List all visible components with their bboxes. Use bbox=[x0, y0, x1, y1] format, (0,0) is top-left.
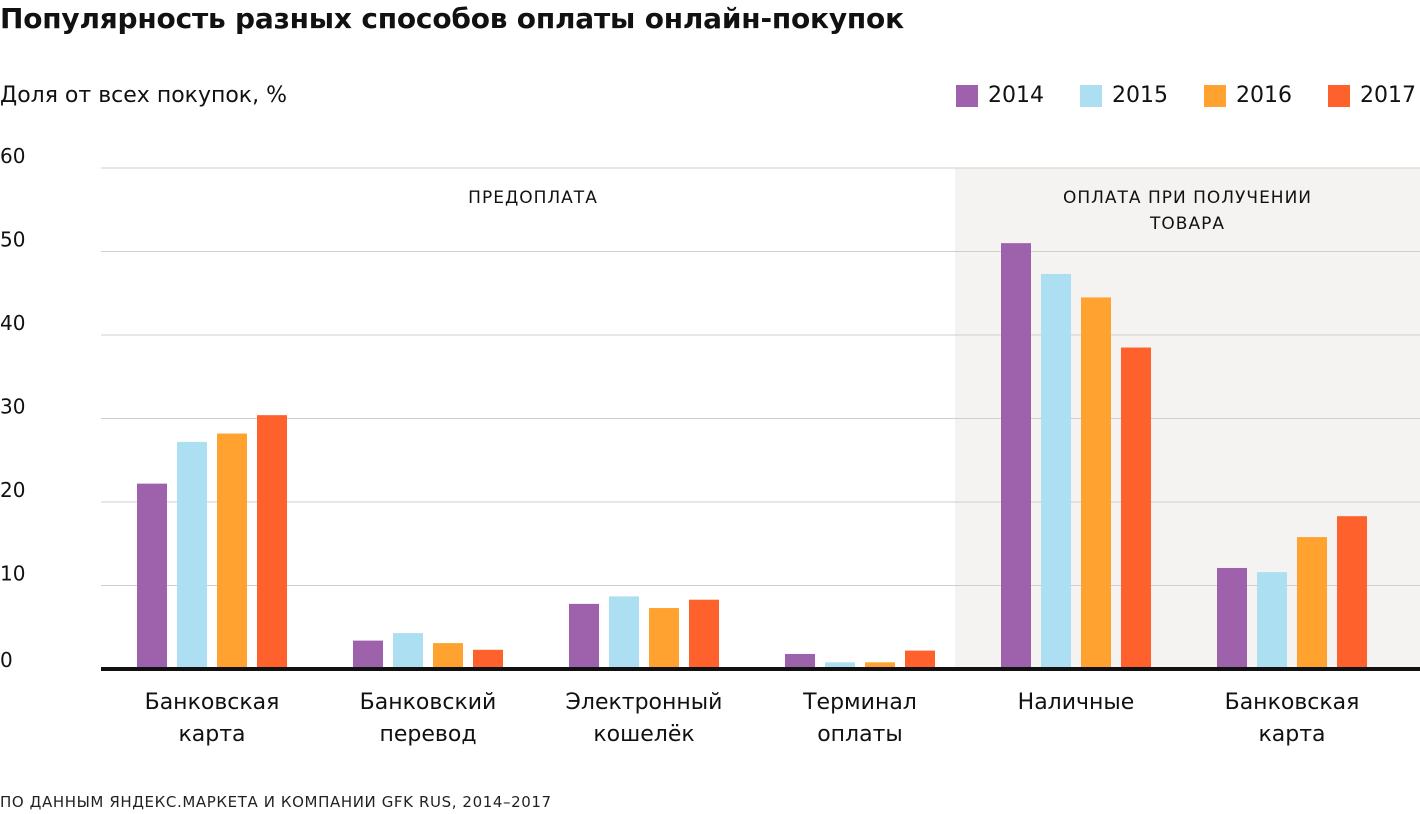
legend: 2014 2015 2016 2017 bbox=[956, 83, 1416, 108]
bar-2015-cat-3 bbox=[825, 662, 855, 669]
bar-2016-cat-3 bbox=[865, 662, 895, 669]
bar-2014-cat-2 bbox=[569, 603, 599, 669]
group-label-1-line-1: ТОВАРА bbox=[1149, 214, 1225, 234]
legend-item-2014: 2014 bbox=[956, 83, 1044, 108]
x-tick-label-2-line-1: кошелёк bbox=[593, 722, 694, 747]
bar-2016-cat-0 bbox=[217, 433, 247, 669]
x-tick-label-2-line-0: Электронный bbox=[566, 690, 723, 715]
bar-chart: ПРЕДОПЛАТА ОПЛАТА ПРИ ПОЛУЧЕНИИ ТОВАРА 0 10 2… bbox=[0, 144, 1420, 747]
bar-2016-cat-2 bbox=[649, 608, 679, 669]
bar-2017-cat-2 bbox=[689, 599, 719, 669]
x-tick-label-5-line-1: карта bbox=[1258, 722, 1325, 747]
bar-2015-cat-5 bbox=[1257, 572, 1287, 669]
legend-swatch-2014 bbox=[956, 84, 978, 107]
bar-2016-cat-5 bbox=[1297, 537, 1327, 669]
x-tick-label-3-line-0: Терминал bbox=[802, 690, 917, 715]
x-tick-label-1-line-0: Банковский bbox=[360, 690, 497, 715]
bar-2017-cat-4 bbox=[1121, 347, 1151, 669]
x-tick-label-5-line-0: Банковская bbox=[1225, 690, 1360, 715]
legend-swatch-2016 bbox=[1204, 84, 1226, 107]
legend-label-2014: 2014 bbox=[988, 83, 1044, 108]
y-axis-label: Доля от всех покупок, % bbox=[0, 83, 287, 108]
legend-swatch-2015 bbox=[1080, 84, 1102, 107]
x-tick-label-3-line-1: оплаты bbox=[817, 722, 903, 747]
y-tick-label-30: 30 bbox=[0, 395, 25, 419]
legend-item-2016: 2016 bbox=[1204, 83, 1292, 108]
chart-title: Популярность разных способов оплаты онла… bbox=[0, 2, 904, 35]
bar-2014-cat-3 bbox=[785, 653, 815, 669]
legend-label-2017: 2017 bbox=[1360, 83, 1416, 108]
bar-2014-cat-0 bbox=[137, 483, 167, 669]
source-note: ПО ДАННЫМ ЯНДЕКС.МАРКЕТА И КОМПАНИИ GFK … bbox=[0, 793, 552, 811]
bar-2015-cat-0 bbox=[177, 441, 207, 669]
x-tick-label-0-line-1: карта bbox=[178, 722, 245, 747]
bar-2017-cat-0 bbox=[257, 415, 287, 669]
bar-2014-cat-1 bbox=[353, 640, 383, 669]
bar-2015-cat-2 bbox=[609, 596, 639, 669]
y-tick-label-40: 40 bbox=[0, 311, 25, 335]
legend-item-2015: 2015 bbox=[1080, 83, 1168, 108]
bar-2015-cat-4 bbox=[1041, 274, 1071, 669]
bar-2014-cat-4 bbox=[1001, 243, 1031, 669]
group-label-1-line-0: ОПЛАТА ПРИ ПОЛУЧЕНИИ bbox=[1063, 188, 1312, 208]
y-tick-label-10: 10 bbox=[0, 562, 25, 586]
bar-2017-cat-1 bbox=[473, 649, 503, 669]
legend-item-2017: 2017 bbox=[1328, 83, 1416, 108]
x-tick-label-0-line-0: Банковская bbox=[145, 690, 280, 715]
y-tick-label-50: 50 bbox=[0, 228, 25, 252]
x-tick-label-1-line-1: перевод bbox=[379, 722, 476, 747]
legend-label-2015: 2015 bbox=[1112, 83, 1168, 108]
y-tick-label-20: 20 bbox=[0, 478, 25, 502]
legend-swatch-2017 bbox=[1328, 84, 1350, 107]
bar-2017-cat-5 bbox=[1337, 516, 1367, 669]
y-tick-label-60: 60 bbox=[0, 144, 25, 168]
bar-2017-cat-3 bbox=[905, 650, 935, 669]
y-tick-label-0: 0 bbox=[0, 648, 13, 672]
legend-label-2016: 2016 bbox=[1236, 83, 1292, 108]
bar-2016-cat-4 bbox=[1081, 297, 1111, 669]
bar-2014-cat-5 bbox=[1217, 567, 1247, 669]
bar-2016-cat-1 bbox=[433, 643, 463, 669]
x-tick-label-4-line-0: Наличные bbox=[1018, 690, 1135, 715]
group-label-0-line-0: ПРЕДОПЛАТА bbox=[468, 188, 598, 208]
bar-2015-cat-1 bbox=[393, 633, 423, 669]
